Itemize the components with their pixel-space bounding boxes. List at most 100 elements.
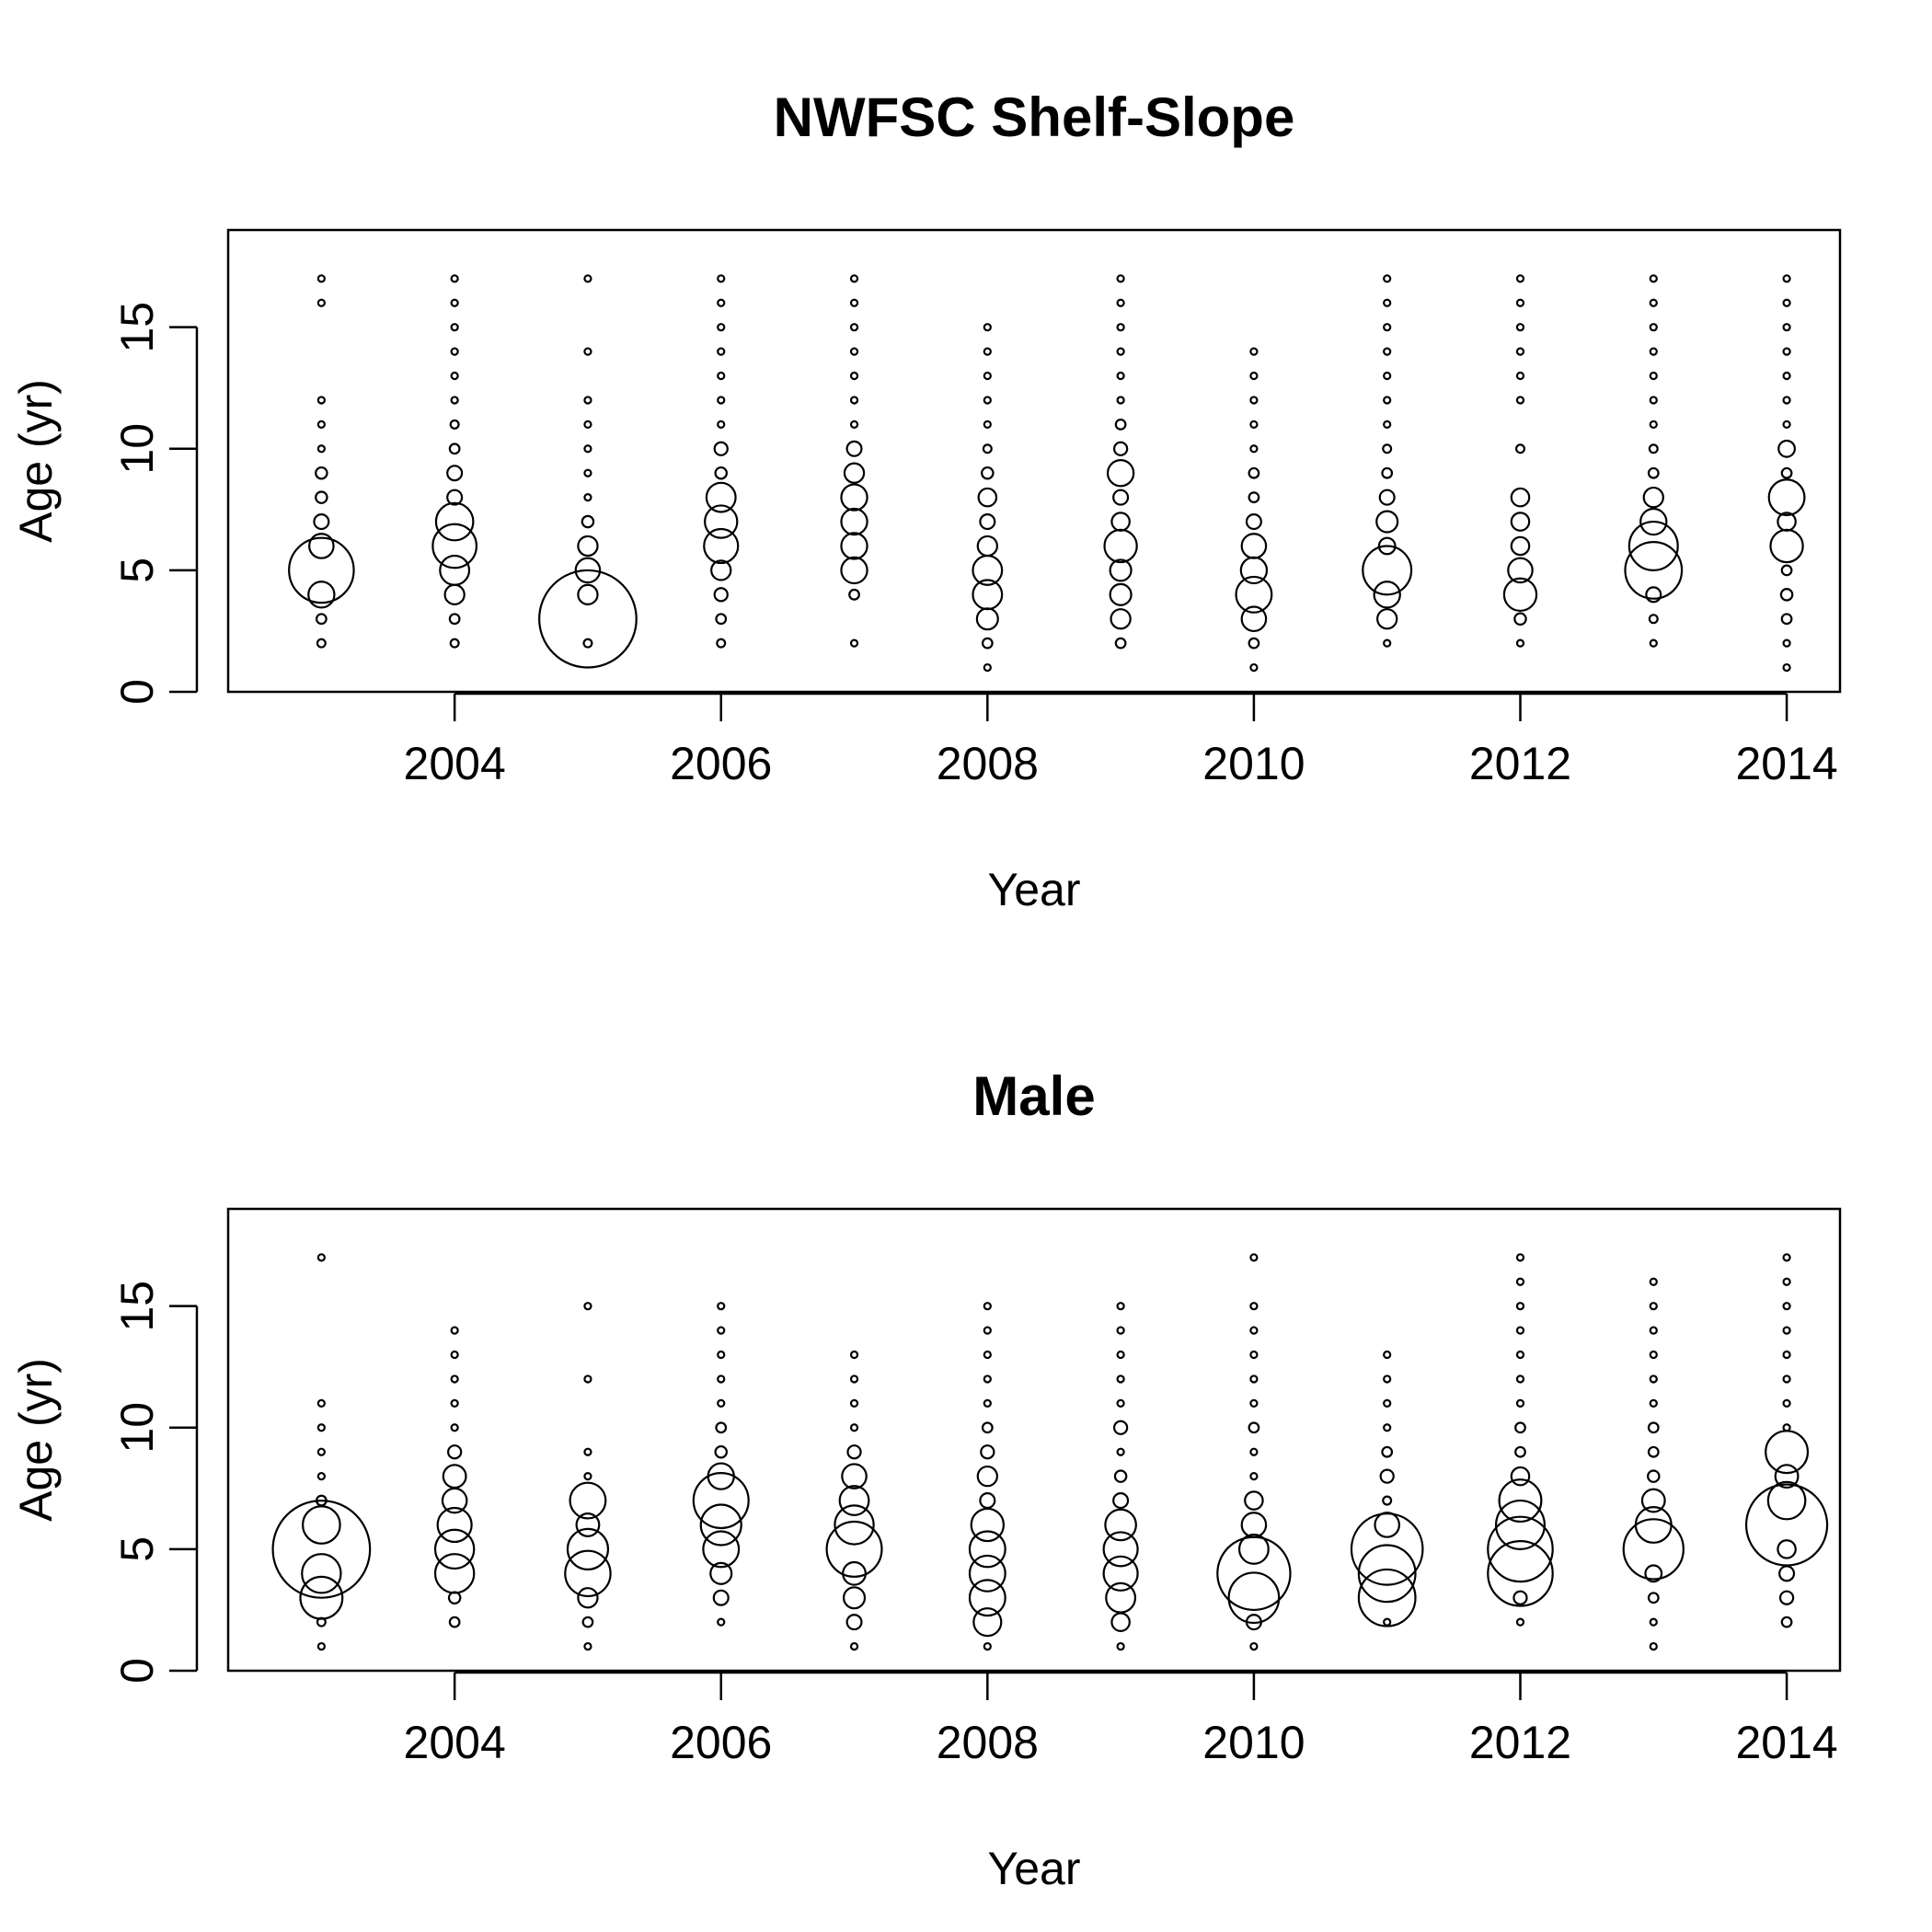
bubble-point: [1782, 662, 1791, 673]
bubble-point: [849, 1641, 859, 1651]
bubble-point: [1647, 1421, 1660, 1434]
bubble-point: [1647, 1469, 1661, 1483]
bubble-point: [1640, 1488, 1666, 1513]
bubble-point: [1515, 298, 1525, 307]
bubble-point: [307, 581, 336, 609]
bubble-point: [1116, 1641, 1125, 1651]
bubble-point: [316, 274, 326, 283]
bubble-point: [1774, 1464, 1800, 1489]
bubble-point: [1510, 535, 1531, 557]
bubble-point: [316, 420, 326, 429]
bubble-point: [583, 1641, 592, 1651]
bubble-point: [983, 396, 992, 405]
bubble-point: [1240, 1512, 1268, 1538]
bubble-point: [450, 1350, 459, 1360]
bubble-point: [1110, 608, 1132, 630]
bubble-point: [848, 588, 860, 601]
bubble-point: [575, 1512, 601, 1537]
bubble-point: [316, 444, 326, 454]
bubble-point: [717, 1617, 726, 1627]
bubble-point: [840, 483, 868, 512]
bubble-point: [1645, 586, 1662, 604]
plot-frame: [226, 1207, 1842, 1673]
bubble-point: [1373, 581, 1401, 609]
y-tick-label: 15: [111, 1281, 163, 1332]
bubble-point: [1515, 1326, 1525, 1335]
bubble-point: [1487, 1515, 1554, 1583]
bubble-point: [1383, 274, 1392, 283]
bubble-point: [1778, 1590, 1795, 1605]
bubble-point: [1383, 1374, 1392, 1384]
bubble-point: [1249, 1326, 1259, 1335]
bubble-point: [1237, 1533, 1270, 1565]
bubble-point: [446, 465, 464, 482]
bubble-point: [1381, 1445, 1394, 1458]
bubble-point: [564, 1549, 612, 1598]
bubble-point: [1383, 396, 1392, 405]
bubble-point: [976, 1465, 998, 1488]
bubble-point: [1512, 1590, 1528, 1605]
x-axis-label: Year: [987, 864, 1080, 915]
bubble-point: [972, 1607, 1003, 1638]
bubble-point: [1782, 1253, 1791, 1262]
bubble-point: [1649, 1350, 1658, 1360]
bubble-point: [1375, 510, 1399, 534]
bubble-point: [983, 420, 992, 429]
bubble-point: [1105, 1581, 1137, 1614]
y-axis: 0 5 10 15: [111, 1281, 199, 1684]
bubble-point: [1510, 1466, 1531, 1487]
bubble-point: [1383, 1617, 1392, 1627]
bubble-point: [717, 1374, 726, 1384]
bubble-point: [1249, 347, 1259, 356]
bubble-point: [577, 535, 599, 558]
bubble-point: [1114, 418, 1127, 431]
bubble-point: [1116, 1374, 1125, 1384]
bubble-point: [1357, 1568, 1417, 1627]
bubble-point: [704, 504, 739, 539]
bubble-point: [1782, 420, 1791, 429]
bubble-point: [713, 441, 729, 456]
bubble-point: [1515, 323, 1525, 332]
bubble-point: [316, 1398, 326, 1408]
bubble-point: [1515, 1277, 1525, 1286]
bubble-point: [538, 569, 638, 669]
bubble-point: [692, 1472, 750, 1530]
bubble-point: [1515, 1253, 1525, 1262]
bubble-point: [1782, 347, 1791, 356]
bubble-point: [1624, 540, 1684, 600]
bubble-point: [316, 1472, 326, 1481]
bubble-point: [1649, 274, 1658, 283]
bubble-point: [1383, 347, 1392, 356]
bubble-point: [569, 1481, 607, 1520]
bubble-point: [717, 420, 726, 429]
bubble-point: [301, 1553, 342, 1594]
bubble-point: [1649, 1326, 1658, 1335]
bubble-point: [1383, 1350, 1392, 1360]
bubble-point: [1116, 274, 1125, 283]
bubble-point: [1116, 1398, 1125, 1408]
bubble-point: [1744, 1483, 1829, 1567]
bubble-point: [1249, 1374, 1259, 1384]
bubble-point: [1507, 557, 1534, 584]
bubble-point: [271, 1499, 372, 1599]
bubble-point: [968, 1579, 1006, 1617]
bubble-point: [1248, 1421, 1260, 1434]
x-tick-label: 2010: [1202, 738, 1305, 789]
bubble-point: [981, 466, 995, 480]
bubble-point: [441, 1487, 468, 1514]
x-tick-label: 2008: [937, 1717, 1039, 1768]
bubble-point: [1249, 444, 1259, 454]
bubble-point: [1649, 371, 1658, 381]
bubble-point: [450, 396, 459, 405]
bubble-point: [316, 1253, 326, 1262]
bubble-point: [983, 1398, 992, 1408]
bubble-point: [1383, 371, 1392, 381]
bubble-point: [1249, 1350, 1259, 1360]
bubble-point: [1648, 614, 1659, 625]
bubble-point: [1378, 489, 1396, 506]
bubble-point: [972, 579, 1004, 611]
bubble-point: [840, 556, 868, 585]
bubble-point: [1513, 612, 1527, 626]
bubble-point: [717, 1326, 726, 1335]
bubble-point: [581, 514, 595, 529]
